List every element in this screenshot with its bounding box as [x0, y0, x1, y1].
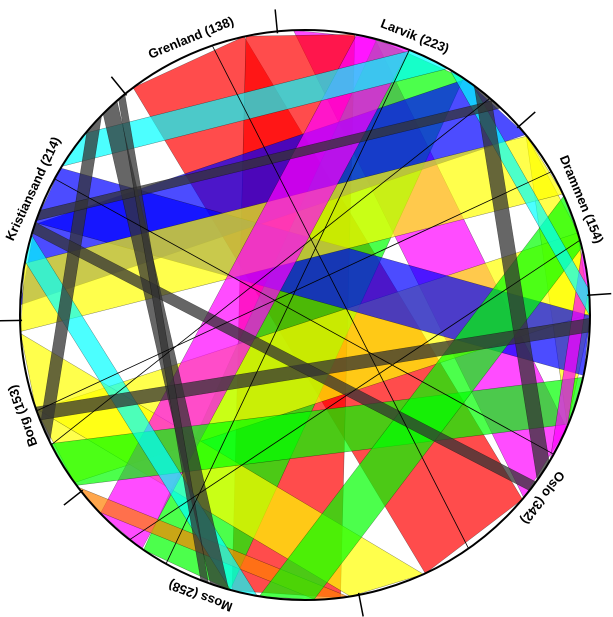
chord-line-borg-larvik — [51, 97, 491, 446]
chord-line-drammen-moss — [129, 239, 581, 541]
chord-line-drammen-borg — [36, 171, 552, 412]
segment-tick-drammen — [516, 111, 536, 129]
outer-circle — [19, 29, 591, 601]
chord-line-grenland-oslo — [211, 45, 469, 549]
segment-tick-oslo — [587, 292, 612, 297]
segment-tick-moss — [357, 592, 364, 617]
chord-group — [19, 29, 591, 601]
segment-tick-borg — [63, 489, 84, 506]
chord-line-oslo-kristiansand — [54, 178, 554, 455]
segment-tick-larvik — [274, 9, 279, 34]
segment-boundary-ticks — [0, 9, 612, 617]
segment-tick-grenland — [110, 76, 128, 96]
chord-line-larvik-moss — [165, 49, 410, 564]
